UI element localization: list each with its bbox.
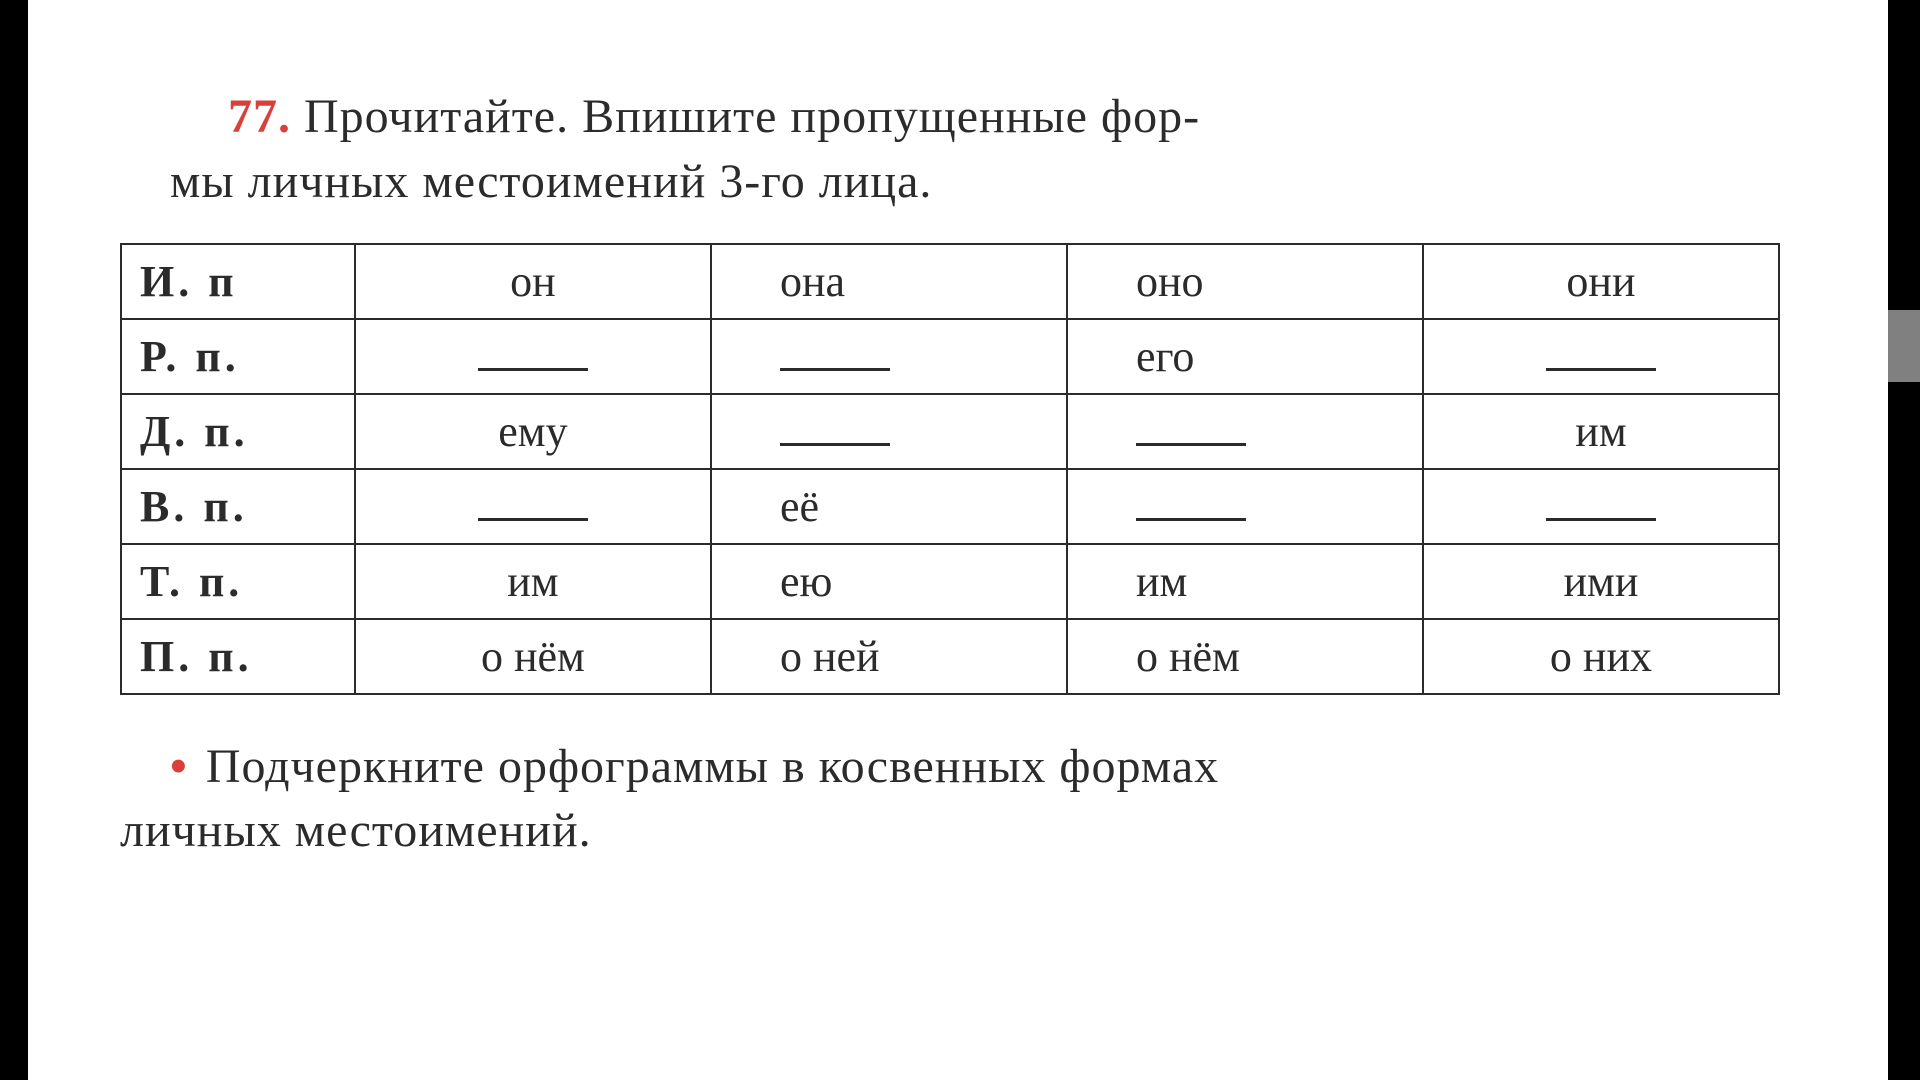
cell-nom-neut: оно	[1067, 244, 1423, 319]
cell-pre-fem: о ней	[711, 619, 1067, 694]
textbook-page: 77. Прочитайте. Впишите пропущенные фор-…	[0, 0, 1920, 1080]
exercise-number: 77.	[170, 90, 291, 143]
sub-task: •Подчеркните орфограммы в косвенных форм…	[120, 735, 1800, 865]
cell-ins-neut: им	[1067, 544, 1423, 619]
blank-line	[780, 443, 890, 446]
cell-gen-neut: его	[1067, 319, 1423, 394]
instruction-text-1: Прочитайте. Впишите пропущенные фор-	[304, 90, 1200, 143]
case-label-nominative: И. п	[121, 244, 355, 319]
left-black-edge	[0, 0, 28, 1080]
instruction-text-2: мы личных местоимений 3-го лица.	[170, 155, 932, 208]
case-label-genitive: Р. п.	[121, 319, 355, 394]
cell-dat-masc: ему	[355, 394, 711, 469]
bullet-point-icon: •	[120, 740, 206, 793]
table-row: В. п. её	[121, 469, 1779, 544]
table-row: П. п. о нём о ней о нём о них	[121, 619, 1779, 694]
cell-ins-plur: ими	[1423, 544, 1779, 619]
case-label-instrumental: Т. п.	[121, 544, 355, 619]
cell-nom-masc: он	[355, 244, 711, 319]
cell-acc-fem: её	[711, 469, 1067, 544]
sub-task-text-2: личных местоимений.	[120, 804, 592, 857]
table-row: Д. п. ему им	[121, 394, 1779, 469]
scrollbar-thumb[interactable]	[1888, 310, 1920, 382]
right-black-edge	[1888, 0, 1920, 1080]
blank-line	[780, 368, 890, 371]
blank-line	[478, 368, 588, 371]
blank-line	[478, 518, 588, 521]
case-label-accusative: В. п.	[121, 469, 355, 544]
cell-ins-masc: им	[355, 544, 711, 619]
cell-nom-fem: она	[711, 244, 1067, 319]
cell-dat-fem[interactable]	[711, 394, 1067, 469]
cell-acc-neut[interactable]	[1067, 469, 1423, 544]
cell-acc-masc[interactable]	[355, 469, 711, 544]
cell-dat-plur: им	[1423, 394, 1779, 469]
blank-line	[1546, 368, 1656, 371]
cell-gen-fem[interactable]	[711, 319, 1067, 394]
blank-line	[1136, 518, 1246, 521]
blank-line	[1136, 443, 1246, 446]
table-row: И. п он она оно они	[121, 244, 1779, 319]
table-row: Т. п. им ею им ими	[121, 544, 1779, 619]
cell-acc-plur[interactable]	[1423, 469, 1779, 544]
blank-line	[1546, 518, 1656, 521]
cell-gen-masc[interactable]	[355, 319, 711, 394]
table: И. п он она оно они Р. п. его Д. п. ему …	[120, 243, 1780, 695]
cell-pre-plur: о них	[1423, 619, 1779, 694]
exercise-instruction: 77. Прочитайте. Впишите пропущенные фор-…	[120, 85, 1800, 215]
case-label-dative: Д. п.	[121, 394, 355, 469]
cell-ins-fem: ею	[711, 544, 1067, 619]
pronoun-declension-table: И. п он она оно они Р. п. его Д. п. ему …	[120, 243, 1800, 695]
cell-dat-neut[interactable]	[1067, 394, 1423, 469]
cell-gen-plur[interactable]	[1423, 319, 1779, 394]
sub-task-text-1: Подчеркните орфограммы в косвенных форма…	[206, 740, 1219, 793]
case-label-prepositional: П. п.	[121, 619, 355, 694]
cell-nom-plur: они	[1423, 244, 1779, 319]
cell-pre-neut: о нём	[1067, 619, 1423, 694]
cell-pre-masc: о нём	[355, 619, 711, 694]
table-row: Р. п. его	[121, 319, 1779, 394]
